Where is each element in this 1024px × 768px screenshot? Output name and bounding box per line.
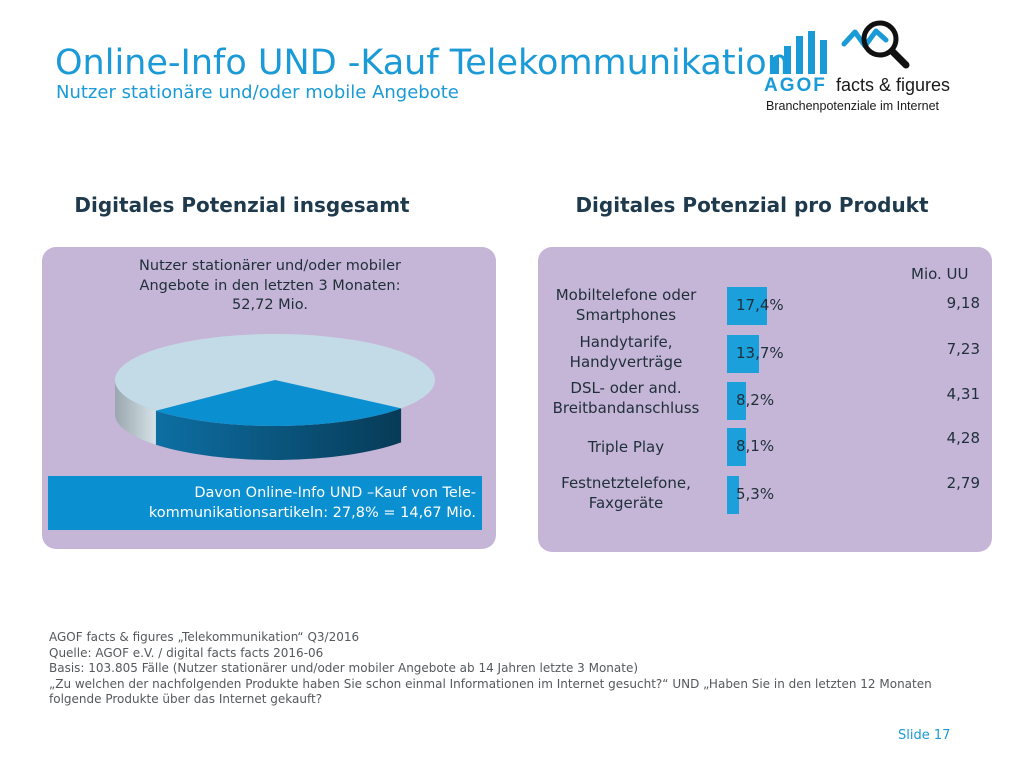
bar	[727, 428, 746, 466]
bar	[727, 476, 740, 514]
source-notes: AGOF facts & figures „Telekommunikation“…	[49, 630, 979, 708]
bar	[727, 335, 759, 373]
bar-value-label: 5,3%	[736, 485, 775, 503]
slide-number: Slide 17	[898, 728, 951, 743]
page-subtitle: Nutzer stationäre und/oder mobile Angebo…	[56, 82, 459, 103]
bar-value-label: 13,7%	[736, 344, 784, 362]
magnifier-icon	[841, 20, 910, 69]
pie-slice-rest	[115, 334, 436, 411]
pie-footer-line: kommunikationsartikeln: 27,8% = 14,67 Mi…	[148, 504, 476, 521]
product-label: Handytarife, Handyverträge	[540, 332, 712, 373]
product-label: Festnetztelefone, Faxgeräte	[540, 473, 712, 514]
note-line: Quelle: AGOF e.V. / digital facts facts …	[49, 645, 324, 660]
page-title: Online-Info UND -Kauf Telekommunikation	[55, 43, 789, 83]
mio-value: 4,28	[946, 429, 980, 447]
pie-side-dark	[155, 408, 402, 460]
mio-value: 9,18	[946, 294, 980, 312]
bar-value-label: 8,2%	[736, 391, 775, 409]
product-label: Triple Play	[540, 437, 712, 457]
pie-side-light	[115, 380, 156, 445]
pie-caption: Nutzer stationärer und/oder mobiler Ange…	[100, 257, 440, 316]
pie-chart	[115, 334, 436, 460]
product-label: DSL- oder and. Breitbandanschluss	[540, 378, 712, 419]
product-label-line: Festnetztelefone,	[561, 474, 691, 492]
pie-caption-line: Angebote in den letzten 3 Monaten:	[139, 277, 401, 294]
product-label-line: Smartphones	[575, 306, 677, 325]
product-label-line: DSL- oder and.	[570, 379, 682, 397]
pie-caption-line: Nutzer stationärer und/oder mobiler	[139, 258, 401, 274]
pie-footer: Davon Online-Info UND –Kauf von Tele- ko…	[56, 484, 476, 523]
section-heading-right: Digitales Potenzial pro Produkt	[575, 193, 929, 217]
bar-value-label: 17,4%	[736, 296, 784, 314]
logo-brand: AGOF	[764, 75, 827, 96]
product-label-line: Mobiltelefone oder	[555, 286, 697, 304]
note-line: AGOF facts & figures „Telekommunikation“…	[49, 630, 360, 644]
product-label-line: Breitbandanschluss	[552, 399, 700, 418]
mio-value: 2,79	[946, 474, 980, 492]
logo-suffix: facts & figures	[836, 75, 950, 95]
product-label-line: Handytarife,	[579, 333, 673, 351]
agof-logo: AGOF facts & figures Branchenpotenziale …	[764, 20, 950, 113]
product-label-line: Faxgeräte	[588, 494, 664, 513]
bar-value-label: 8,1%	[736, 437, 775, 455]
mio-value: 4,31	[946, 385, 980, 403]
product-label-line: Handyverträge	[569, 353, 683, 372]
mio-value: 7,23	[946, 340, 980, 358]
pie-slice-online-info-kauf	[155, 380, 402, 426]
logo-tagline: Branchenpotenziale im Internet	[766, 99, 940, 113]
bar-chart-icon	[772, 31, 827, 74]
section-heading-left: Digitales Potenzial insgesamt	[74, 193, 410, 217]
note-line: „Zu welchen der nachfolgenden Produkte h…	[49, 676, 932, 707]
bar	[727, 382, 746, 420]
bar	[727, 287, 768, 325]
pie-footer-line: Davon Online-Info UND –Kauf von Tele-	[194, 485, 476, 501]
unit-label: Mio. UU	[911, 265, 969, 283]
pie-caption-line: 52,72 Mio.	[232, 297, 308, 314]
note-line: Basis: 103.805 Fälle (Nutzer stationärer…	[49, 661, 639, 676]
pie-footer-box	[48, 476, 482, 530]
product-label: Mobiltelefone oder Smartphones	[540, 285, 712, 326]
product-label-line: Triple Play	[587, 438, 665, 456]
